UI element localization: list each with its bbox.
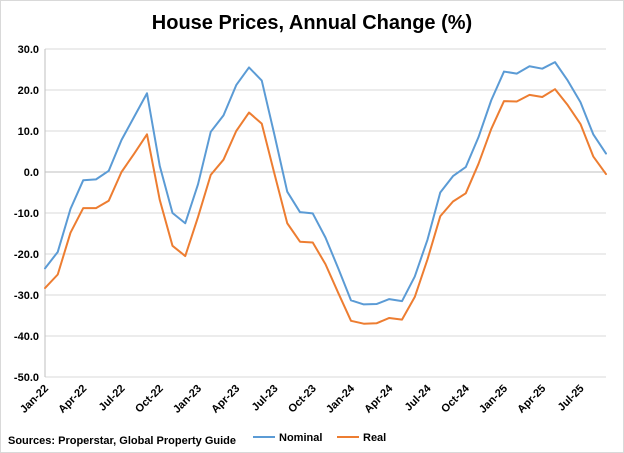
series-line-real [44,88,607,325]
x-tick-label: Jul-23 [250,383,281,414]
y-tick-label: -40.0 [14,331,39,343]
x-tick-label: Jul-25 [556,383,587,414]
y-tick-label: 0.0 [24,167,39,179]
x-tick-label: Jan-24 [324,382,358,416]
legend-label-nominal: Nominal [279,432,322,444]
x-tick-label: Jan-23 [171,383,204,416]
legend-label-real: Real [363,432,386,444]
y-tick-label: -10.0 [14,208,39,220]
x-tick-label: Apr-24 [362,382,396,416]
y-tick-label: -20.0 [14,249,39,261]
y-tick-label: 10.0 [18,126,39,138]
y-tick-label: -30.0 [14,290,39,302]
x-axis-ticks: Jan-22 Apr-22 Jul-22 Oct-22 Jan-23 Apr-23 Jul-… [18,382,587,416]
source-note: Sources: Properstar, Global Property Gui… [8,435,236,447]
x-tick-label: Jan-22 [18,383,51,416]
x-tick-label: Jan-25 [477,383,510,416]
series-line-nominal [44,61,607,306]
x-tick-label: Apr-22 [56,383,89,416]
x-tick-label: Apr-25 [515,383,548,416]
x-tick-label: Apr-23 [209,383,242,416]
chart-title: House Prices, Annual Change (%) [152,12,472,34]
legend: Nominal Real [253,432,386,444]
y-tick-label: 20.0 [18,85,39,97]
x-tick-label: Jul-24 [403,382,435,414]
y-axis-ticks: 30.0 20.0 10.0 0.0 -10.0 -20.0 -30.0 -40.0 -50.0 [14,44,39,384]
x-tick-label: Jul-22 [97,383,128,414]
x-tick-label: Oct-24 [439,382,472,415]
y-tick-label: -50.0 [14,372,39,384]
gridlines [44,48,606,378]
series-lines [44,61,607,325]
x-tick-label: Oct-22 [133,383,166,416]
y-tick-label: 30.0 [18,44,39,56]
x-tick-label: Oct-23 [286,383,319,416]
